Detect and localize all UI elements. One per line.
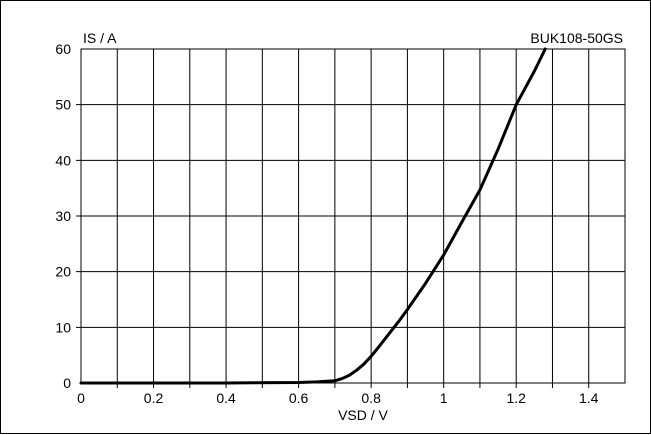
x-tick-label: 1	[440, 390, 448, 406]
y-tick-label: 60	[55, 41, 71, 57]
x-tick-label: 0.8	[361, 390, 381, 406]
y-tick-label: 10	[55, 319, 71, 335]
y-axis-title: IS / A	[83, 30, 117, 46]
y-tick-label: 20	[55, 264, 71, 280]
plot-area-border	[80, 48, 626, 384]
y-tick-label: 40	[55, 152, 71, 168]
series-line	[79, 47, 547, 385]
y-tick-label: 0	[63, 375, 71, 391]
x-tick-label: 0.6	[289, 390, 309, 406]
grid	[76, 49, 625, 388]
x-tick-label: 0.2	[144, 390, 164, 406]
chart-title: BUK108-50GS	[530, 30, 623, 46]
y-tick-label: 50	[55, 97, 71, 113]
x-tick-label: 1.4	[579, 390, 599, 406]
tick-labels: 0 0.2 0.4 0.6 0.8 1 1.2 1.4 0 10 20 30 40 50 60	[55, 41, 598, 406]
x-tick-label: 0.4	[216, 390, 236, 406]
x-axis-title: VSD / V	[338, 407, 388, 423]
y-tick-label: 30	[55, 208, 71, 224]
x-tick-label: 0	[77, 390, 85, 406]
x-tick-label: 1.2	[506, 390, 526, 406]
